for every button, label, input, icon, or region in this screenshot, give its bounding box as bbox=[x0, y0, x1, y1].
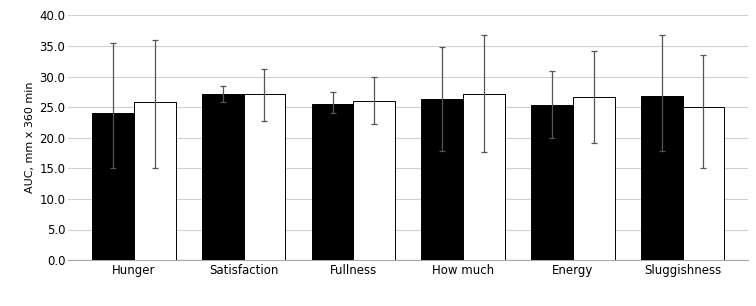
Bar bbox=[353, 101, 395, 260]
Bar bbox=[202, 94, 243, 260]
Bar bbox=[463, 94, 505, 260]
Y-axis label: AUC, mm x 360 min: AUC, mm x 360 min bbox=[25, 82, 35, 193]
Bar bbox=[641, 96, 683, 260]
Bar bbox=[311, 104, 353, 260]
Bar bbox=[531, 105, 573, 260]
Bar bbox=[421, 99, 463, 260]
Bar bbox=[134, 102, 175, 260]
Bar bbox=[92, 113, 134, 260]
Bar bbox=[683, 107, 724, 260]
Bar bbox=[243, 94, 285, 260]
Bar bbox=[573, 97, 615, 260]
